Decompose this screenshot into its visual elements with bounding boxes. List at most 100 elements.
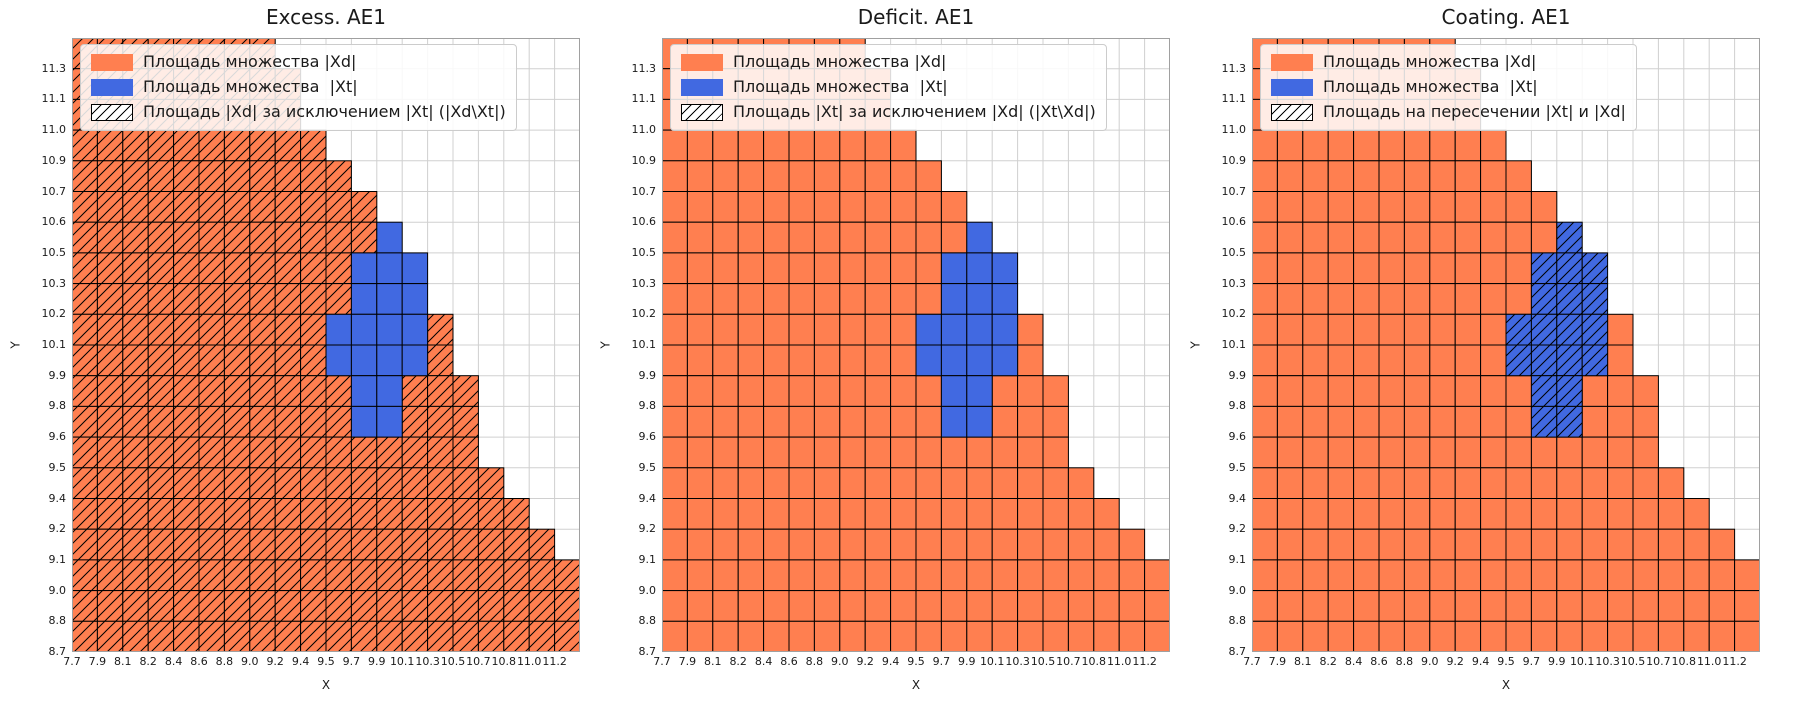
y-axis-ticks: 11.3 11.1 11.0 10.9 10.7 10.6 10.5 10.3 10.2 10.1… xyxy=(600,38,657,658)
y-tick-label: 10.6 xyxy=(631,215,657,229)
y-tick-label: 11.3 xyxy=(41,61,67,75)
x-tick-label: 9.2 xyxy=(856,655,874,668)
xt-color-swatch xyxy=(681,78,723,96)
legend-label: Площадь множества |Xd| xyxy=(1323,52,1537,71)
x-tick-label: 9.0 xyxy=(831,655,849,668)
x-tick-label: 7.7 xyxy=(1243,655,1261,668)
x-tick-label: 9.5 xyxy=(1497,655,1515,668)
xt-cells xyxy=(325,221,429,438)
y-axis-label: Y xyxy=(1188,341,1203,349)
x-tick-label: 11.0 xyxy=(1106,655,1132,668)
y-tick-label: 10.5 xyxy=(631,245,657,259)
x-tick-label: 7.9 xyxy=(88,655,107,668)
xt-color-swatch xyxy=(1271,78,1313,96)
x-tick-label: 8.6 xyxy=(1370,655,1388,668)
y-tick-label: 9.0 xyxy=(48,583,67,597)
legend-item: Площадь множества |Xt| xyxy=(1271,77,1626,97)
y-tick-label: 11.1 xyxy=(1221,92,1247,106)
plot-area: Площадь множества |Xd| Площадь множества… xyxy=(661,37,1171,653)
legend-label: Площадь |Xd| за исключением |Xt| (|Xd\Xt… xyxy=(143,102,506,121)
x-tick-label: 9.9 xyxy=(1548,655,1566,668)
y-tick-label: 9.0 xyxy=(638,583,657,597)
y-tick-label: 9.8 xyxy=(48,399,67,413)
xd-color-swatch xyxy=(681,53,723,71)
y-tick-label: 9.1 xyxy=(48,552,67,566)
y-tick-label: 10.7 xyxy=(41,184,67,198)
x-tick-label: 9.0 xyxy=(241,655,259,668)
panel-coating: Coating. AE1 Площадь множества |Xd| Площ… xyxy=(1188,0,1774,709)
y-tick-label: 10.6 xyxy=(41,215,67,229)
x-tick-label: 10.7 xyxy=(466,655,491,668)
y-tick-label: 10.3 xyxy=(1221,276,1247,290)
x-tick-label: 9.0 xyxy=(1421,655,1439,668)
x-tick-label: 7.9 xyxy=(678,655,697,668)
x-tick-label: 9.4 xyxy=(1471,655,1490,668)
y-tick-label: 10.9 xyxy=(631,153,657,167)
y-tick-label: 10.5 xyxy=(41,245,67,259)
plot-area: Площадь множества |Xd| Площадь множества… xyxy=(1251,37,1761,653)
y-tick-label: 11.3 xyxy=(631,61,657,75)
legend-label: Площадь множества |Xt| xyxy=(733,77,948,96)
x-tick-label: 8.2 xyxy=(729,655,747,668)
y-tick-label: 9.0 xyxy=(1228,583,1247,597)
y-tick-label: 10.5 xyxy=(1221,245,1247,259)
xd-color-swatch xyxy=(91,53,133,71)
y-tick-label: 11.1 xyxy=(631,92,657,106)
x-axis-label: X xyxy=(911,678,921,692)
x-tick-label: 10.3 xyxy=(415,655,440,668)
x-tick-label: 8.1 xyxy=(704,655,722,668)
x-tick-label: 9.7 xyxy=(1522,655,1541,668)
y-tick-label: 11.1 xyxy=(41,92,67,106)
legend-label: Площадь множества |Xd| xyxy=(733,52,947,71)
y-axis-ticks: 11.3 11.1 11.0 10.9 10.7 10.6 10.5 10.3 10.2 10.1… xyxy=(1190,38,1247,658)
y-tick-label: 9.6 xyxy=(48,430,67,444)
y-tick-label: 11.3 xyxy=(1221,61,1247,75)
legend: Площадь множества |Xd| Площадь множества… xyxy=(670,44,1107,131)
x-tick-label: 8.8 xyxy=(805,655,824,668)
y-tick-label: 9.4 xyxy=(638,491,657,505)
y-tick-label: 10.3 xyxy=(631,276,657,290)
panel-deficit: Deficit. AE1 Площадь множества |Xd| Площ… xyxy=(599,0,1184,709)
legend-item: Площадь |Xt| за исключением |Xd| (|Xt\Xd… xyxy=(681,102,1096,122)
x-tick-label: 11.2 xyxy=(1722,655,1747,668)
x-tick-label: 11.0 xyxy=(1696,655,1722,668)
x-tick-label: 9.2 xyxy=(266,655,284,668)
y-axis-ticks: 11.3 11.1 11.0 10.9 10.7 10.6 10.5 10.3 10.2 10.1… xyxy=(10,38,67,658)
y-tick-label: 9.2 xyxy=(48,522,67,536)
y-tick-label: 9.8 xyxy=(1228,399,1247,413)
axes-frame xyxy=(1252,38,1760,652)
hatch-overlay xyxy=(1506,222,1608,438)
legend-item: Площадь на пересечении |Xt| и |Xd| xyxy=(1271,102,1626,122)
legend-item: Площадь |Xd| за исключением |Xt| (|Xd\Xt… xyxy=(91,102,506,122)
y-tick-label: 9.5 xyxy=(48,460,67,474)
x-tick-label: 10.5 xyxy=(1030,655,1056,668)
xd-color-swatch xyxy=(1271,53,1313,71)
x-tick-label: 8.2 xyxy=(139,655,157,668)
y-tick-label: 8.7 xyxy=(1228,645,1247,658)
legend-item: Площадь множества |Xt| xyxy=(91,77,506,97)
legend-label: Площадь множества |Xt| xyxy=(1323,77,1538,96)
hatch-swatch xyxy=(1271,103,1313,121)
x-tick-label: 9.4 xyxy=(291,655,310,668)
legend-label: Площадь на пересечении |Xt| и |Xd| xyxy=(1323,102,1626,121)
y-tick-label: 10.7 xyxy=(1221,184,1247,198)
x-tick-label: 10.1 xyxy=(389,655,415,668)
x-tick-label: 8.2 xyxy=(1319,655,1337,668)
x-tick-label: 8.6 xyxy=(190,655,208,668)
hatch-swatch xyxy=(91,103,133,121)
x-axis-ticks: 7.7 7.9 8.1 8.2 8.4 8.6 8.8 9.0 9.2 9.4 9.5 9.7 9.9 1… xyxy=(653,655,1170,671)
x-axis-label: X xyxy=(1501,678,1511,692)
x-tick-label: 10.3 xyxy=(1005,655,1030,668)
y-tick-label: 9.6 xyxy=(638,430,657,444)
x-tick-label: 10.1 xyxy=(979,655,1005,668)
x-tick-label: 10.7 xyxy=(1056,655,1081,668)
y-tick-label: 9.5 xyxy=(638,460,657,474)
x-tick-label: 8.1 xyxy=(114,655,132,668)
x-tick-label: 10.3 xyxy=(1595,655,1620,668)
xt-cells xyxy=(915,221,1019,438)
x-axis-ticks: 7.7 7.9 8.1 8.2 8.4 8.6 8.8 9.0 9.2 9.4 9.5 9.7 9.9 1… xyxy=(1243,655,1760,671)
x-tick-label: 10.7 xyxy=(1646,655,1671,668)
y-tick-label: 8.7 xyxy=(48,645,67,658)
x-tick-label: 9.9 xyxy=(958,655,976,668)
x-tick-label: 8.4 xyxy=(754,655,773,668)
